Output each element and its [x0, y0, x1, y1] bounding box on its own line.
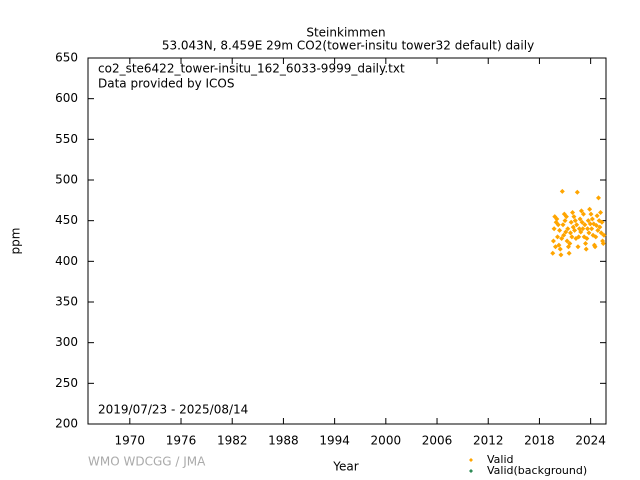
point [594, 213, 600, 219]
point [595, 195, 601, 201]
x-tick-label: 1970 [115, 434, 146, 448]
point [558, 252, 564, 258]
point [555, 234, 561, 240]
point [557, 227, 563, 233]
point [563, 229, 569, 235]
point [557, 246, 563, 252]
legend-marker [469, 469, 473, 473]
point [587, 221, 593, 227]
y-tick-label: 650 [55, 51, 78, 65]
point [585, 218, 591, 224]
point [580, 226, 586, 232]
point [601, 232, 607, 238]
point [592, 244, 598, 250]
legend-label: Valid(background) [487, 464, 587, 477]
x-tick-label: 2012 [473, 434, 504, 448]
plot-frame [87, 57, 607, 425]
point [586, 230, 592, 236]
x-tick-label: 1982 [217, 434, 248, 448]
point [561, 232, 567, 238]
point [598, 230, 604, 236]
point [599, 219, 605, 225]
point [551, 226, 557, 232]
point [571, 214, 577, 220]
x-tick-label: 2006 [422, 434, 453, 448]
point [550, 250, 556, 256]
point [566, 250, 572, 256]
point [578, 208, 584, 214]
y-axis-label: ppm [9, 228, 23, 255]
point [572, 218, 578, 224]
point [595, 227, 601, 233]
point [584, 236, 590, 242]
y-tick-label: 300 [55, 335, 78, 349]
point [565, 226, 571, 232]
x-tick-label: 1976 [166, 434, 197, 448]
x-axis-label: Year [332, 460, 358, 474]
point [564, 238, 570, 244]
point [562, 218, 568, 224]
point [589, 226, 595, 232]
point [578, 229, 584, 235]
legend-label: Valid [487, 453, 514, 466]
point [583, 246, 589, 252]
y-tick-label: 400 [55, 254, 78, 268]
point [570, 210, 576, 216]
x-tick-label: 2000 [371, 434, 402, 448]
point [585, 226, 591, 232]
x-tick-label: 2018 [524, 434, 555, 448]
x-tick-label: 2024 [575, 434, 606, 448]
point [572, 227, 578, 233]
point [587, 206, 593, 212]
point [580, 211, 586, 217]
point [554, 216, 560, 222]
point [569, 234, 575, 240]
y-tick-label: 450 [55, 213, 78, 227]
x-tick-label: 1988 [268, 434, 299, 448]
point [574, 189, 580, 195]
y-tick-label: 200 [55, 417, 78, 431]
y-tick-label: 250 [55, 376, 78, 390]
point [568, 219, 574, 225]
point [575, 244, 581, 250]
y-tick-label: 550 [55, 132, 78, 146]
point [582, 222, 588, 228]
point [588, 211, 594, 217]
annotation: 2019/07/23 - 2025/08/14 [98, 403, 248, 417]
point [556, 242, 562, 248]
y-tick-label: 600 [55, 91, 78, 105]
point [579, 219, 585, 225]
y-tick-label: 350 [55, 295, 78, 309]
point [559, 236, 565, 242]
point [589, 216, 595, 222]
point [598, 210, 604, 216]
annotation: co2_ste6422_tower-insitu_162_6033-9999_d… [98, 62, 405, 76]
point [552, 244, 558, 250]
point [576, 234, 582, 240]
y-tick-label: 500 [55, 173, 78, 187]
point [567, 240, 573, 246]
point [593, 223, 599, 229]
chart-subtitle: 53.043N, 8.459E 29m CO2(tower-insitu tow… [162, 39, 534, 53]
point [560, 222, 566, 228]
point [593, 234, 599, 240]
point [577, 216, 583, 222]
point [550, 238, 556, 244]
point [597, 224, 603, 230]
point [563, 214, 569, 220]
chart-title: Steinkimmen [306, 26, 385, 40]
point [583, 240, 589, 246]
point [555, 222, 561, 228]
point [600, 240, 606, 246]
point [559, 188, 565, 194]
annotation: Data provided by ICOS [98, 77, 234, 91]
credit: WMO WDCGG / JMA [88, 455, 206, 469]
point [574, 222, 580, 228]
legend-marker [469, 458, 473, 462]
point [567, 230, 573, 236]
x-tick-label: 1994 [319, 434, 350, 448]
